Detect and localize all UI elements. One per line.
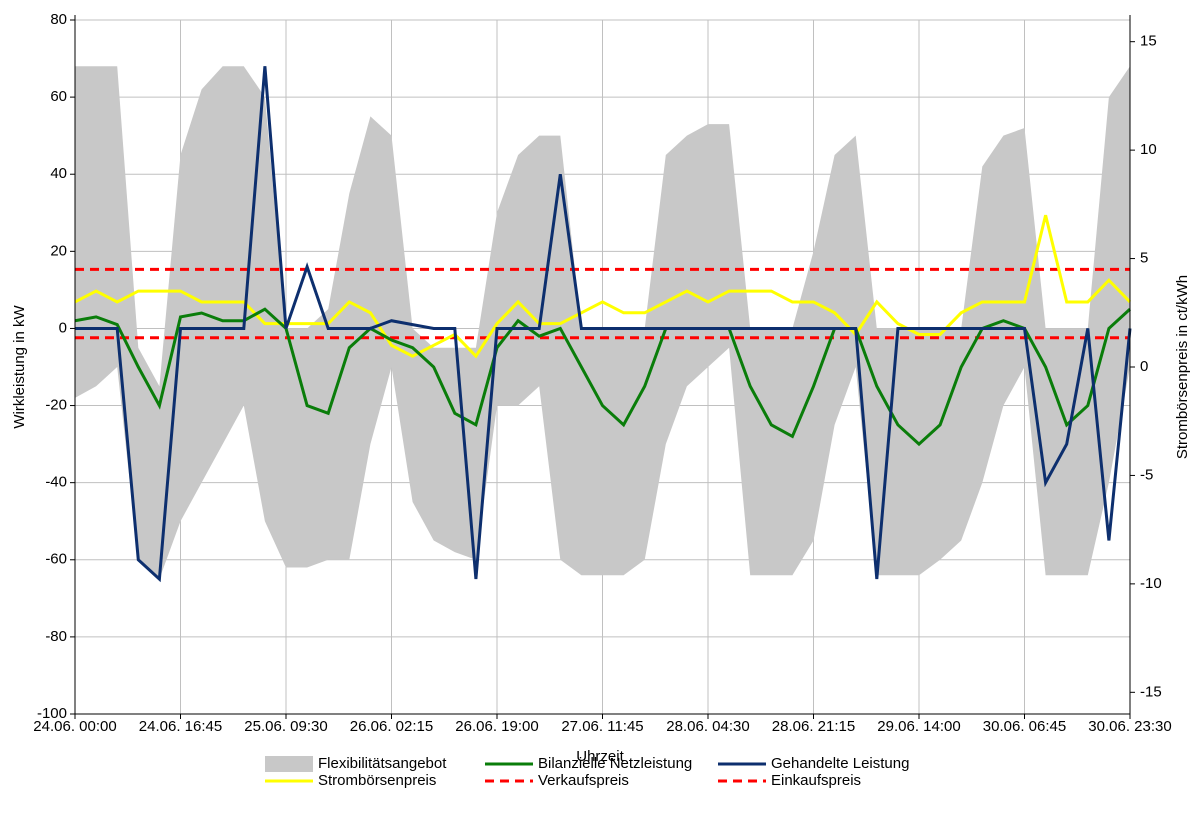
y-tick-label: -20 — [45, 397, 67, 414]
legend-label: Gehandelte Leistung — [771, 755, 909, 772]
x-tick-label: 28.06. 21:15 — [772, 718, 855, 735]
y-tick-label: 40 — [50, 165, 67, 182]
x-tick-label: 26.06. 02:15 — [350, 718, 433, 735]
x-axis-label: Uhrzeit — [576, 748, 624, 765]
x-tick-label: 24.06. 00:00 — [33, 718, 116, 735]
series-line — [75, 66, 1132, 583]
y2-tick-label: -5 — [1140, 466, 1153, 483]
y-tick-label: 20 — [50, 242, 67, 259]
x-tick-label: 26.06. 19:00 — [455, 718, 538, 735]
y-tick-label: 80 — [50, 11, 67, 28]
x-tick-label: 24.06. 16:45 — [139, 718, 222, 735]
y2-tick-label: 15 — [1140, 33, 1157, 50]
x-tick-label: 30.06. 23:30 — [1088, 718, 1171, 735]
y-tick-label: -40 — [45, 474, 67, 491]
legend-label: Flexibilitätsangebot — [318, 755, 447, 772]
y-tick-label: 0 — [59, 319, 67, 336]
y2-tick-label: 5 — [1140, 250, 1148, 267]
y2-tick-label: 10 — [1140, 141, 1157, 158]
y-tick-label: -100 — [37, 705, 67, 722]
y2-tick-label: -15 — [1140, 683, 1162, 700]
legend-label: Verkaufspreis — [538, 772, 629, 789]
series-line — [74, 307, 1132, 447]
legend-swatch — [265, 756, 313, 772]
y2-axis-label: Strombörsenpreis in ct/kWh — [1174, 275, 1191, 459]
series-line — [74, 214, 1132, 359]
x-tick-label: 30.06. 06:45 — [983, 718, 1066, 735]
legend-label: Strombörsenpreis — [318, 772, 436, 789]
x-tick-label: 29.06. 14:00 — [877, 718, 960, 735]
x-tick-label: 28.06. 04:30 — [666, 718, 749, 735]
legend-label: Einkaufspreis — [771, 772, 861, 789]
y-tick-label: 60 — [50, 88, 67, 105]
y-tick-label: -60 — [45, 551, 67, 568]
y2-tick-label: -10 — [1140, 575, 1162, 592]
y-tick-label: -80 — [45, 628, 67, 645]
y-axis-label: Wirkleistung in kW — [11, 304, 28, 428]
y2-tick-label: 0 — [1140, 358, 1148, 375]
legend-label: Bilanzielle Netzleistung — [538, 755, 692, 772]
x-tick-label: 27.06. 11:45 — [561, 718, 643, 735]
x-tick-label: 25.06. 09:30 — [244, 718, 327, 735]
